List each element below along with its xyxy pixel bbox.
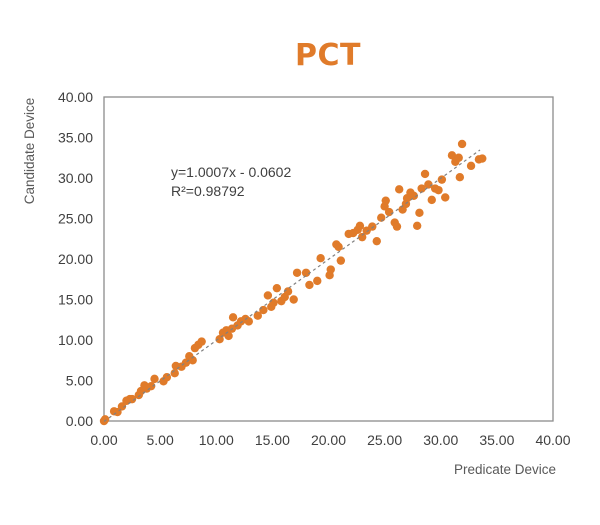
x-tick-label: 0.00 (90, 432, 117, 448)
x-tick-label: 5.00 (147, 432, 174, 448)
data-point (301, 268, 311, 277)
data-point (381, 196, 390, 205)
data-point (197, 337, 206, 346)
r-squared-label: R²=0.98792 (171, 183, 245, 199)
y-tick-label: 35.00 (58, 130, 93, 146)
data-point (437, 175, 447, 184)
y-tick-label: 40.00 (58, 89, 93, 105)
data-point (263, 291, 273, 300)
y-tick-label: 30.00 (58, 170, 93, 186)
data-point (457, 139, 467, 149)
trendline (103, 149, 481, 422)
data-point (228, 313, 238, 322)
data-point (392, 222, 402, 231)
data-point (224, 331, 233, 341)
data-point (478, 154, 487, 163)
x-tick-label: 10.00 (199, 432, 234, 448)
data-point (292, 268, 302, 277)
data-point (372, 236, 381, 246)
data-point (334, 242, 343, 252)
data-point (454, 153, 463, 162)
data-point (188, 356, 197, 365)
data-point (455, 172, 465, 182)
data-point (150, 374, 159, 384)
data-point (355, 221, 365, 230)
x-tick-label: 15.00 (255, 432, 290, 448)
data-point (417, 184, 426, 193)
data-point (283, 287, 293, 296)
data-point (316, 253, 325, 263)
chart-title: PCT (295, 38, 361, 73)
y-tick-label: 25.00 (58, 211, 93, 227)
data-point (127, 394, 137, 404)
y-tick-label: 0.00 (66, 413, 93, 429)
y-tick-label: 20.00 (58, 251, 93, 267)
data-point (357, 232, 367, 242)
x-tick-label: 40.00 (535, 432, 570, 448)
data-point (336, 256, 346, 265)
data-point (117, 402, 127, 411)
x-tick-label: 20.00 (311, 432, 346, 448)
data-point (269, 298, 278, 307)
data-point (447, 151, 457, 160)
x-tick-label: 30.00 (423, 432, 458, 448)
data-point (412, 221, 422, 230)
plot-area-border (103, 96, 554, 422)
data-point (409, 191, 419, 201)
data-point (427, 195, 436, 205)
data-point (434, 185, 443, 195)
data-point (244, 317, 254, 326)
data-point (395, 185, 404, 194)
data-point (420, 169, 430, 179)
data-point (100, 415, 110, 424)
data-point (289, 295, 298, 304)
data-point (253, 311, 262, 320)
data-point (384, 207, 394, 217)
data-point (170, 369, 179, 378)
data-point (368, 222, 377, 231)
data-point (466, 161, 476, 171)
data-point (424, 180, 433, 189)
data-point (272, 283, 282, 293)
y-axis-label: Candidate Device (22, 98, 37, 205)
trendline-equation: y=1.0007x - 0.0602 (171, 164, 291, 180)
data-point (305, 280, 314, 290)
data-point (259, 305, 268, 315)
data-point (415, 208, 424, 218)
data-point (326, 265, 335, 274)
x-tick-label: 35.00 (479, 432, 514, 448)
y-tick-label: 10.00 (58, 332, 93, 348)
x-tick-label: 25.00 (367, 432, 402, 448)
y-tick-label: 15.00 (58, 292, 93, 308)
data-point (313, 276, 322, 286)
data-point (441, 193, 450, 202)
y-tick-label: 5.00 (66, 373, 93, 389)
x-axis-label: Predicate Device (454, 462, 556, 477)
